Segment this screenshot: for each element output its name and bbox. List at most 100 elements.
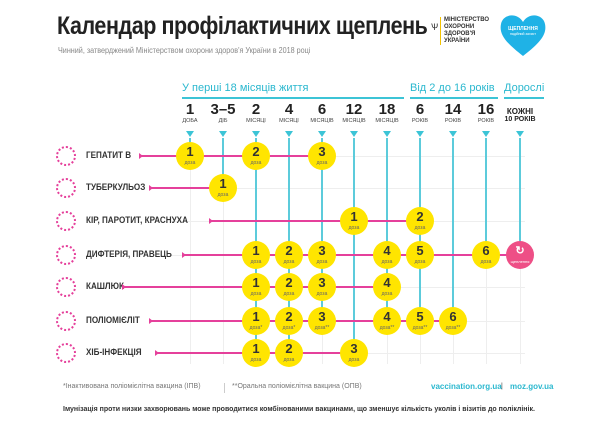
column-age: 18: [378, 101, 396, 118]
grid-line: [170, 188, 525, 189]
dose-marker: 1 доза: [340, 207, 368, 235]
dose-number: 3: [350, 341, 358, 356]
dose-number: 1: [186, 144, 194, 159]
column-unit: МІСЯЦІВ: [310, 118, 334, 124]
dose-marker: 2 доза: [406, 207, 434, 235]
dose-number: 2: [416, 209, 424, 224]
row-line: [181, 254, 520, 256]
dose-label: доза: [316, 259, 328, 265]
dose-label: доза: [250, 291, 262, 297]
dose-marker: 1 доза: [209, 174, 237, 202]
column-header: 16 РОКІВ: [469, 101, 503, 124]
grid-line: [170, 156, 525, 157]
link-vaccination[interactable]: vaccination.org.ua: [431, 382, 502, 391]
column-age: 16: [477, 101, 495, 118]
column-header: 14 РОКІВ: [436, 101, 470, 124]
dose-number: 6: [482, 243, 490, 258]
repeat-icon: ↻: [515, 245, 525, 257]
dose-marker: 1 доза: [242, 273, 270, 301]
link-moz[interactable]: moz.gov.ua: [510, 382, 554, 391]
dose-label: доза**: [412, 325, 428, 331]
dose-number: 6: [449, 309, 457, 324]
dose-number: 1: [350, 209, 358, 224]
dose-marker: 4 доза**: [373, 307, 401, 335]
column-marker-icon: [350, 131, 358, 137]
column-marker-icon: [449, 131, 457, 137]
column-age: 12: [345, 101, 363, 118]
column-marker-icon: [186, 131, 194, 137]
dose-marker: 5 доза**: [406, 307, 434, 335]
column-line: [222, 138, 224, 188]
footnote-opv: **Оральна поліомієлітна вакцина (ОПВ): [232, 383, 362, 390]
dose-marker: 4 доза: [373, 241, 401, 269]
column-unit: МІСЯЦІ: [246, 118, 266, 124]
column-unit: 10 РОКІВ: [504, 116, 536, 123]
row-line: [208, 220, 420, 222]
dose-label: доза: [283, 291, 295, 297]
dose-number: 4: [383, 243, 391, 258]
column-age: 3–5: [210, 101, 236, 118]
dose-number: 5: [416, 309, 424, 324]
dose-marker: 1 доза*: [242, 307, 270, 335]
dose-label: доза: [414, 225, 426, 231]
column-unit: МІСЯЦІВ: [342, 118, 366, 124]
dose-marker: 3 доза: [340, 339, 368, 367]
disease-label: КАШЛЮК: [86, 281, 124, 291]
dose-number: 1: [219, 176, 227, 191]
dose-number: 2: [252, 144, 260, 159]
dose-marker: 3 доза: [308, 273, 336, 301]
trident-icon: Ѱ: [431, 22, 439, 32]
dose-number: 3: [318, 309, 326, 324]
dose-marker: 4 доза: [373, 273, 401, 301]
column-line: [452, 138, 454, 321]
column-marker-icon: [482, 131, 490, 137]
dose-label: доза: [381, 291, 393, 297]
column-age: 6: [317, 101, 327, 118]
dose-marker: 5 доза: [406, 241, 434, 269]
disease-label: ТУБЕРКУЛЬОЗ: [86, 182, 146, 192]
dose-label: доза**: [314, 325, 330, 331]
column-marker-icon: [219, 131, 227, 137]
disease-label: ХІБ-ІНФЕКЦІЯ: [86, 347, 142, 357]
column-header: 3–5 ДІБ: [206, 101, 240, 124]
column-line: [353, 138, 355, 353]
measles-virus-icon: [56, 211, 76, 231]
dose-marker: 2 доза: [275, 339, 303, 367]
column-header: 4 МІСЯЦІ: [272, 101, 306, 124]
column-unit: ДІБ: [218, 118, 228, 124]
dose-label: доза: [316, 291, 328, 297]
column-age: 4: [284, 101, 294, 118]
dose-label: доза**: [445, 325, 461, 331]
column-age: КОЖНІ: [506, 107, 534, 116]
dose-marker: 2 доза: [275, 241, 303, 269]
column-marker-icon: [285, 131, 293, 137]
disease-label: ДИФТЕРІЯ, ПРАВЕЦЬ: [86, 249, 172, 259]
disease-label: ПОЛІОМІЄЛІТ: [86, 315, 140, 325]
disease-label: ГЕПАТИТ B: [86, 150, 132, 160]
ministry-logo: МІНІСТЕРСТВО ОХОРОНИ ЗДОРОВ'Я УКРАЇНИ: [440, 17, 489, 45]
dose-marker: 6 доза: [472, 241, 500, 269]
column-unit: МІСЯЦІ: [279, 118, 299, 124]
dose-marker: 3 доза: [308, 142, 336, 170]
dose-marker: 2 доза: [242, 142, 270, 170]
diphtheria-bacteria-icon: [56, 245, 76, 265]
dose-number: 1: [252, 275, 260, 290]
dose-number: 3: [318, 144, 326, 159]
column-unit: МІСЯЦІВ: [375, 118, 399, 124]
dose-label: доза: [414, 259, 426, 265]
dose-label: доза: [381, 259, 393, 265]
column-line: [386, 138, 388, 321]
dose-number: 2: [285, 243, 293, 258]
column-marker-icon: [416, 131, 424, 137]
row-line: [138, 155, 322, 157]
column-unit: РОКІВ: [444, 118, 462, 124]
dose-marker: 2 доза: [275, 273, 303, 301]
pertussis-bacteria-icon: [56, 277, 76, 297]
combined-vaccine-note: Імунізація проти низки захворювань може …: [63, 406, 535, 413]
row-line: [149, 187, 223, 189]
column-marker-icon: [383, 131, 391, 137]
column-unit: РОКІВ: [411, 118, 429, 124]
page-title: Календар профілактичних щеплень: [57, 12, 428, 40]
dose-marker: 1 доза: [242, 241, 270, 269]
dose-label: доза*: [249, 325, 263, 331]
